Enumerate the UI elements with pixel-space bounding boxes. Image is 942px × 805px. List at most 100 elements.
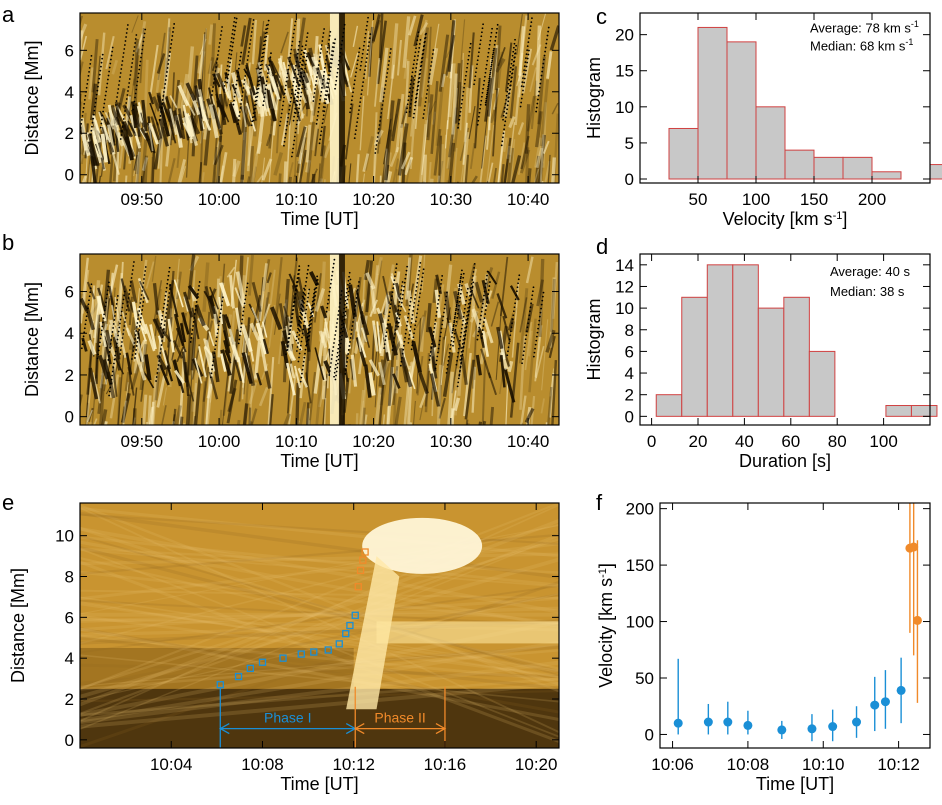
panel-a-streak (529, 67, 537, 92)
panel-b-track-dot (429, 351, 432, 353)
panel-b-track-dot (332, 346, 335, 348)
panel-b-track-dot (288, 333, 291, 335)
panel-b-track-dot (339, 342, 342, 345)
panel-a-track-dot (302, 79, 305, 82)
panel-b-track-dot (99, 337, 102, 340)
panel-b-track-dot (337, 343, 340, 346)
panel-a-track-dot (261, 63, 263, 66)
panel-a-streak (305, 159, 312, 173)
panel-a-track-dot (319, 98, 322, 101)
panel-a-track-dot (520, 101, 523, 104)
panel-a-streak (366, 20, 374, 96)
panel-a-streak (135, 33, 144, 53)
panel-b-streak (258, 277, 264, 330)
panel-b-streak (451, 346, 461, 394)
panel-b-track-dot (122, 333, 125, 335)
panel-a-track-dot (409, 102, 412, 105)
panel-b-track-dot (290, 325, 292, 327)
panel-b-track-dot (238, 338, 241, 341)
panel-b-track-dot (155, 380, 157, 382)
panel-b-track-dot (166, 304, 169, 306)
panel-a-track-dot (526, 61, 529, 64)
panel-a-streak (132, 48, 141, 86)
panel-b-feature (370, 285, 377, 314)
panel-b-streak (258, 386, 269, 407)
panel-a-track-dot (134, 96, 136, 99)
panel-b-track-dot (409, 300, 412, 303)
panel-a-track-dot (227, 73, 230, 76)
panel-a-track-dot (141, 44, 144, 47)
panel-e-phase1-marker (346, 621, 354, 630)
panel-a-track-dot (257, 87, 260, 90)
panel-a-track-dot (89, 63, 92, 65)
panel-b-track-dot (80, 347, 83, 350)
panel-b-streak (99, 384, 105, 425)
panel-b-streak (379, 293, 389, 316)
panel-b-track-dot (299, 311, 302, 314)
panel-a-track-dot (235, 17, 238, 20)
panel-b-track-dot (327, 298, 330, 301)
panel-a-streak (530, 80, 538, 130)
panel-b-xtick-label: 10:40 (507, 432, 550, 451)
panel-a-track-dot (326, 50, 329, 53)
panel-b-track-dot (308, 327, 311, 330)
panel-a-track-dot (486, 91, 489, 94)
panel-b-feature (475, 354, 482, 376)
panel-b-track-dot (334, 330, 337, 332)
panel-b-track-dot (457, 381, 460, 384)
panel-b-track-dot (399, 313, 401, 316)
panel-a-feature (188, 115, 201, 135)
panel-a-track-dot (528, 37, 530, 40)
panel-a-feature (300, 70, 309, 95)
panel-a-track-dot (327, 42, 330, 45)
panel-b-track-dot (301, 304, 304, 307)
panel-a-track-dot (249, 39, 252, 41)
panel-a-track-dot (416, 88, 419, 91)
panel-a-track-dot (259, 71, 262, 74)
panel-a-track-dot (232, 41, 234, 44)
panel-a-track-dot (241, 95, 244, 97)
panel-d-xtick-label: 80 (828, 432, 847, 451)
panel-b-streak (313, 273, 322, 323)
panel-b-track-dot (440, 327, 443, 330)
panel-b-track-dot (350, 333, 353, 335)
panel-b-track-dot (480, 337, 483, 339)
panel-a-streak (250, 155, 259, 183)
panel-b-streak (524, 407, 535, 424)
panel-a-track-dot (337, 63, 340, 66)
panel-b-track-dot (456, 385, 459, 388)
panel-b-track-dot (435, 363, 438, 366)
panel-b-track-dot (466, 321, 469, 324)
panel-a-track-dot (523, 65, 526, 68)
panel-d-bar (681, 296, 708, 417)
panel-a-track-dot (542, 62, 545, 65)
panel-a-track-dot (296, 52, 299, 55)
panel-a-track-dot (362, 48, 365, 51)
panel-a-track-dot (490, 65, 493, 68)
panel-e-stripe (79, 584, 560, 654)
panel-a-track-dot (298, 103, 301, 106)
panel-a-track-dot (366, 20, 369, 23)
panel-a-streak (544, 160, 551, 183)
panel-a-track-dot (424, 105, 426, 107)
panel-b-track-dot (411, 344, 414, 347)
panel-b-track-dot (302, 300, 305, 303)
panel-f-point (909, 542, 919, 552)
panel-a-streak (368, 26, 374, 77)
panel-a-streak (506, 147, 515, 183)
panel-a-feature (230, 71, 243, 104)
panel-b-track-dot (415, 316, 418, 319)
panel-a-track-dot (292, 119, 295, 122)
panel-b-track-dot (137, 333, 140, 335)
panel-d-xtick-label: 60 (781, 432, 800, 451)
panel-b-track-dot (394, 329, 397, 331)
panel-b-track-dot (518, 274, 521, 277)
panel-b-track-dot (384, 339, 387, 342)
panel-a-streak (265, 133, 272, 147)
panel-e-phase2-marker (361, 548, 369, 556)
panel-e-phase1-marker (324, 646, 332, 654)
panel-b-track-dot (194, 309, 197, 311)
panel-a-track-dot (508, 92, 511, 95)
panel-a-feature (148, 122, 160, 145)
panel-e-stripe (79, 599, 560, 627)
